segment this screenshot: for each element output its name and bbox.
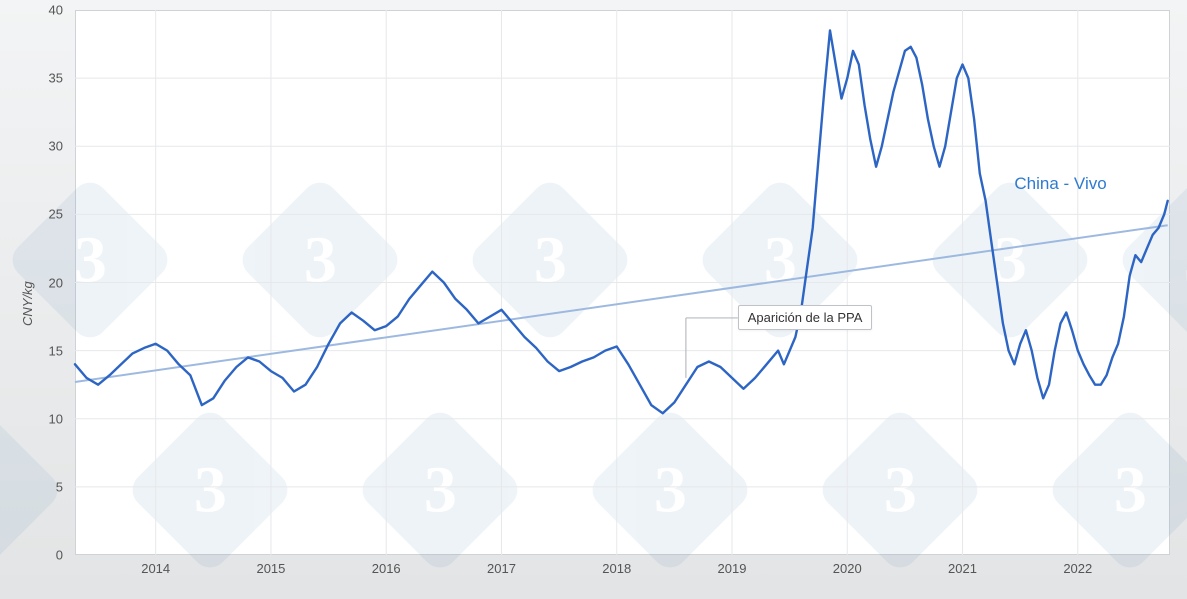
y-tick-label: 25 [0, 207, 63, 222]
x-tick-label: 2014 [141, 561, 170, 576]
chart-container: 0510152025303540201420152016201720182019… [0, 0, 1187, 599]
x-tick-label: 2016 [372, 561, 401, 576]
x-tick-label: 2018 [602, 561, 631, 576]
x-tick-label: 2019 [718, 561, 747, 576]
y-tick-label: 30 [0, 139, 63, 154]
series-label-china-vivo: China - Vivo [1014, 174, 1106, 194]
x-tick-label: 2021 [948, 561, 977, 576]
y-tick-label: 40 [0, 3, 63, 18]
x-tick-label: 2017 [487, 561, 516, 576]
x-tick-label: 2015 [256, 561, 285, 576]
x-tick-label: 2020 [833, 561, 862, 576]
y-tick-label: 0 [0, 548, 63, 563]
y-axis-title: CNY/kg [20, 281, 35, 326]
y-tick-label: 35 [0, 71, 63, 86]
annotation-ppa: Aparición de la PPA [738, 305, 873, 330]
y-tick-label: 10 [0, 411, 63, 426]
y-tick-label: 5 [0, 479, 63, 494]
plot-area [75, 10, 1170, 555]
y-tick-label: 15 [0, 343, 63, 358]
x-tick-label: 2022 [1063, 561, 1092, 576]
